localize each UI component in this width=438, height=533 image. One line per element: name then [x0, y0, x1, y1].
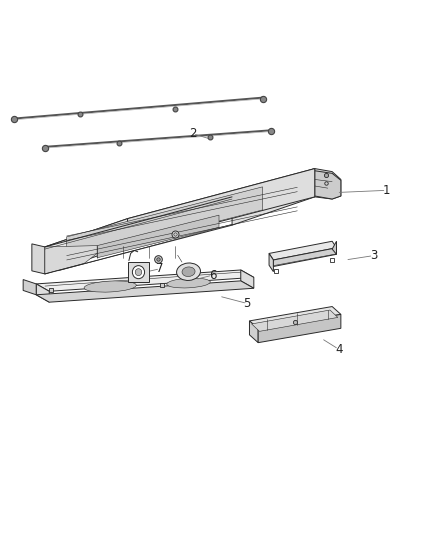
Polygon shape [97, 215, 219, 258]
Text: 1: 1 [383, 184, 390, 197]
Ellipse shape [84, 281, 136, 292]
Text: 4: 4 [335, 343, 343, 356]
Polygon shape [332, 241, 336, 254]
Polygon shape [45, 168, 315, 247]
Polygon shape [23, 279, 36, 295]
Text: 5: 5 [244, 297, 251, 310]
Polygon shape [127, 168, 315, 246]
Ellipse shape [167, 278, 210, 288]
Polygon shape [232, 168, 315, 225]
Text: 7: 7 [156, 262, 164, 275]
Polygon shape [36, 284, 49, 302]
Ellipse shape [135, 269, 142, 276]
Polygon shape [36, 270, 254, 292]
Text: 6: 6 [209, 269, 216, 282]
Polygon shape [269, 254, 273, 272]
Polygon shape [45, 246, 97, 274]
Polygon shape [258, 314, 341, 343]
Polygon shape [250, 321, 258, 343]
Ellipse shape [182, 267, 195, 277]
Polygon shape [241, 270, 254, 288]
Polygon shape [36, 281, 254, 302]
Polygon shape [32, 244, 45, 274]
Polygon shape [315, 171, 341, 199]
Polygon shape [252, 310, 338, 332]
Polygon shape [315, 168, 341, 199]
Ellipse shape [132, 265, 145, 279]
Polygon shape [273, 248, 336, 266]
Ellipse shape [177, 263, 201, 280]
Polygon shape [127, 262, 149, 282]
Polygon shape [269, 241, 336, 260]
Text: 2: 2 [189, 127, 197, 140]
Text: 3: 3 [370, 249, 377, 262]
Polygon shape [250, 306, 341, 329]
Polygon shape [45, 219, 127, 274]
Polygon shape [67, 187, 262, 260]
